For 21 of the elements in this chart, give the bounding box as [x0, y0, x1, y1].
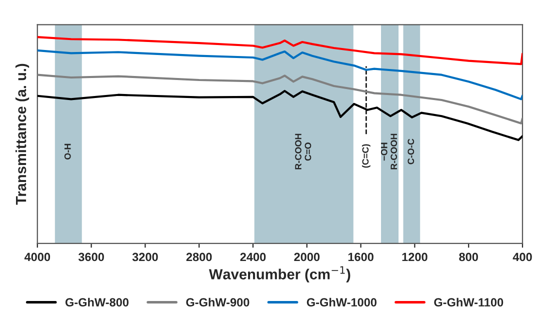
y-axis-title: Transmittance (a. u.): [15, 64, 30, 205]
band-label: −OH R-COOH: [380, 134, 398, 170]
ref-line-label: (C=C): [362, 144, 370, 168]
x-tick-label: 3600: [78, 252, 104, 262]
x-tick-label: 1600: [348, 252, 374, 262]
x-tick-label: 3200: [132, 252, 158, 262]
legend-label: G-GhW-1000: [306, 298, 377, 307]
x-tick-label: 2800: [186, 252, 212, 262]
x-tick-label: 2000: [294, 252, 320, 262]
band-label: R-COOH C=O: [295, 134, 312, 170]
x-tick-label: 4000: [24, 252, 50, 262]
x-tick-label: 2400: [240, 252, 266, 262]
x-tick-label: 400: [512, 252, 532, 262]
x-axis-title: Wavenumber (cm$^{−1}$): [208, 266, 350, 282]
legend-label: G-GhW-800: [65, 298, 129, 307]
x-tick-label: 1200: [402, 252, 428, 262]
band-label: C-O-C: [408, 138, 414, 164]
band-label: O-H: [64, 144, 71, 160]
legend-label: G-GhW-900: [186, 298, 250, 307]
x-tick-label: 800: [459, 252, 478, 262]
legend-label: G-GhW-1100: [434, 298, 504, 307]
